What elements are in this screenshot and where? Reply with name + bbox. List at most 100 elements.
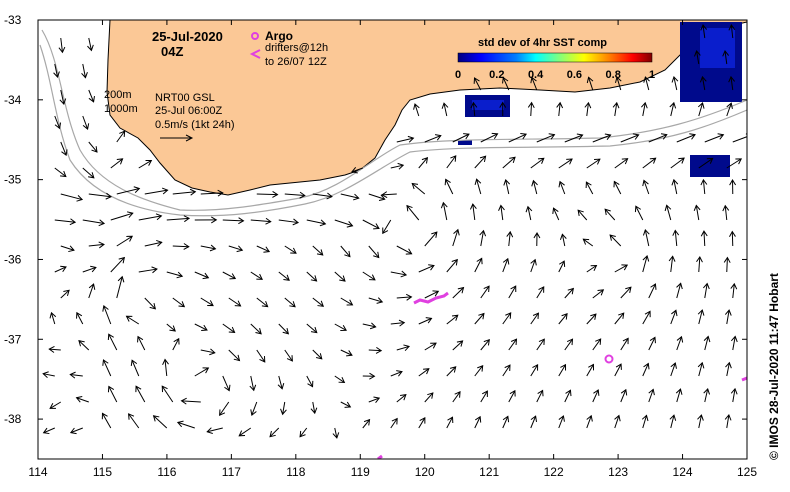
current-vector [414,103,420,117]
current-vector-head [339,275,346,282]
current-vector-head [604,208,611,216]
current-vector-head [649,336,656,344]
current-vector [334,271,346,282]
current-vector-head [634,205,642,213]
current-vector [102,413,112,429]
current-vector-head [126,211,134,218]
current-vector-head [648,388,655,396]
current-vector [726,362,730,377]
current-vector [472,204,476,221]
current-vector-head [76,195,84,202]
current-vector [340,193,359,199]
current-vector [144,297,156,310]
current-vector-head [206,427,213,435]
current-vector [70,427,83,434]
current-vector-head [173,337,180,345]
current-vector-head [369,372,376,380]
current-vector [166,217,190,221]
current-vector [222,271,236,279]
current-vector [54,167,67,177]
current-vector-head [338,377,346,384]
current-vector [588,77,594,91]
current-vector-head [531,179,538,187]
current-vector-head [283,274,290,281]
current-vector [508,338,517,351]
current-vector [88,193,112,198]
current-vector-head [722,49,730,57]
current-vector [586,415,592,429]
current-vector-head [670,362,677,369]
current-vector [530,364,539,377]
current-vector [564,338,573,351]
current-vector-head [447,416,454,424]
current-vector-head [346,299,354,306]
current-vector-head [723,256,731,263]
current-vector [480,133,498,143]
current-vector-head [152,415,160,422]
current-vector [256,245,270,252]
current-vector [172,338,180,351]
current-vector [704,134,724,143]
current-vector-head [411,182,419,190]
current-vector-head [478,312,485,320]
current-vector-head [520,133,527,140]
current-vector [676,134,696,143]
current-vector [390,164,404,169]
current-vector-head [483,338,490,346]
current-vector-field [42,24,747,439]
current-vector-head [625,286,632,294]
current-vector-head [449,366,457,373]
current-vector [76,312,84,325]
current-vector [126,315,140,325]
current-vector [648,389,654,403]
current-vector-head [441,102,449,109]
current-vector [585,181,594,195]
current-vector [676,388,681,403]
current-vector-head [78,339,85,347]
current-vector-head [697,361,705,369]
current-vector-head [292,218,300,226]
current-vector [583,238,594,247]
current-vector [502,156,516,169]
current-vector [442,202,448,221]
y-tick-label: -38 [4,412,22,426]
current-vector-head [565,389,572,397]
current-vector [474,313,485,325]
current-vector [676,336,682,351]
current-vector-head [548,133,556,140]
current-vector-head [405,248,413,255]
current-vector-head [105,192,113,200]
current-vector [703,231,706,247]
current-vector [502,258,509,273]
current-vector [278,271,290,281]
current-vector-head [538,286,545,293]
current-vector [138,268,158,273]
current-vector [200,192,223,195]
current-vector [138,215,162,221]
x-tick-label: 124 [673,465,693,479]
current-vector-head [398,319,406,327]
current-vector [172,191,196,195]
current-vector [110,158,123,169]
current-vector-head [403,344,410,352]
current-vector [54,115,61,129]
current-vector-head [102,304,109,312]
current-vector [724,205,728,221]
current-vector-head [699,75,707,83]
current-vector-head [119,130,126,137]
current-vector [724,50,728,65]
current-vector [726,257,728,273]
map-frame [37,19,748,460]
current-vector [368,193,385,200]
current-vector [614,158,628,169]
current-vector-head [353,193,360,201]
current-vector [306,271,317,282]
current-vector-head [169,325,176,332]
current-vector [60,37,63,53]
current-vector-head [290,247,297,254]
current-vector-head [162,358,169,366]
current-vector-head [363,418,371,426]
y-tick-label: -34 [4,93,22,107]
current-vector [698,102,704,117]
current-vector [670,362,676,377]
